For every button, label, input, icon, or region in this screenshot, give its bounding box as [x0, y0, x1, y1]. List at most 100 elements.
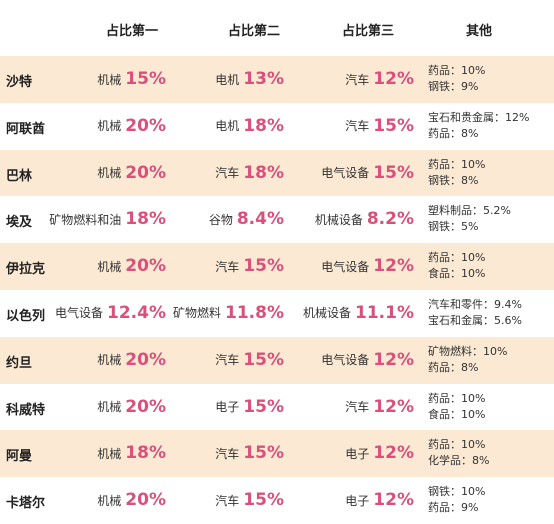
first-percent: 20% — [125, 490, 166, 511]
other-line: 宝石和金属：5.6% — [428, 313, 522, 327]
second-label: 矿物燃料 — [173, 306, 222, 321]
second-cell: 电子 15% — [215, 394, 284, 420]
third-label: 电气设备 — [321, 166, 370, 181]
third-percent: 12% — [373, 443, 414, 464]
third-label: 汽车 — [345, 72, 370, 87]
country-name: 科威特 — [6, 402, 46, 418]
first-label: 电气设备 — [55, 306, 104, 321]
third-cell: 电子 12% — [345, 487, 414, 513]
other-cell: 药品：10% 钢铁：9% — [428, 63, 485, 95]
first-percent: 15% — [125, 69, 166, 89]
second-percent: 15% — [243, 490, 284, 511]
second-cell: 汽车 15% — [215, 253, 284, 279]
table-body: 沙特 机械 15% 电机 13% 汽车 12% 药品：10% 钢铁：9% 阿联酋 机械 20% 电机 18… — [0, 56, 554, 524]
first-cell: 电气设备 12.4% — [55, 300, 166, 326]
other-cell: 塑料制品：5.2% 钢铁：5% — [428, 203, 511, 235]
first-percent: 12.4% — [107, 302, 166, 323]
other-line: 塑料制品：5.2% — [428, 204, 511, 218]
other-line: 药品：10% — [428, 157, 486, 171]
header-other: 其他 — [466, 24, 493, 39]
second-percent: 15% — [243, 396, 284, 417]
table-row: 以色列 电气设备 12.4% 矿物燃料 11.8% 机械设备 11.1% 汽车和零件：9.4%… — [0, 290, 554, 337]
other-line: 药品：10% — [428, 438, 486, 452]
other-line: 药品：9% — [428, 501, 479, 515]
third-percent: 12% — [373, 490, 414, 511]
other-line: 食品：10% — [428, 267, 486, 281]
third-label: 电子 — [345, 493, 370, 508]
country-name: 埃及 — [6, 215, 33, 231]
third-cell: 汽车 12% — [345, 394, 414, 420]
other-line: 矿物燃料：10% — [428, 344, 508, 358]
table-header: 占比第一 占比第二 占比第三 其他 — [0, 0, 554, 56]
third-cell: 汽车 12% — [345, 66, 414, 92]
third-cell: 机械设备 11.1% — [303, 300, 414, 326]
other-line: 钢铁：5% — [428, 220, 479, 234]
third-percent: 15% — [373, 162, 414, 183]
country-name: 阿曼 — [6, 449, 33, 465]
second-cell: 电机 18% — [215, 113, 284, 139]
other-line: 药品：10% — [428, 64, 486, 77]
third-cell: 机械设备 8.2% — [315, 206, 414, 232]
second-label: 汽车 — [215, 493, 240, 508]
other-cell: 药品：10% 钢铁：8% — [428, 157, 485, 189]
first-cell: 机械 20% — [97, 394, 166, 420]
country-name: 巴林 — [6, 168, 33, 184]
table-row: 卡塔尔 机械 20% 汽车 15% 电子 12% 钢铁：10% 药品：9% — [0, 477, 554, 524]
third-label: 机械设备 — [303, 306, 352, 321]
first-percent: 20% — [125, 115, 166, 136]
second-percent: 11.8% — [225, 302, 284, 323]
table-row: 阿曼 机械 18% 汽车 15% 电子 12% 药品：10% 化学品：8% — [0, 430, 554, 478]
other-line: 钢铁：10% — [428, 485, 486, 499]
first-cell: 机械 20% — [97, 113, 166, 139]
second-cell: 矿物燃料 11.8% — [173, 300, 284, 326]
country-name: 以色列 — [6, 308, 46, 324]
third-percent: 15% — [373, 115, 414, 136]
table-row: 科威特 机械 20% 电子 15% 汽车 12% 药品：10% 食品：10% — [0, 384, 554, 431]
other-line: 化学品：8% — [428, 454, 490, 468]
second-percent: 15% — [243, 256, 284, 277]
third-cell: 电子 12% — [345, 440, 414, 466]
table-row: 约旦 机械 20% 汽车 15% 电气设备 12% 矿物燃料：10% 药品：8% — [0, 336, 554, 384]
second-cell: 汽车 18% — [215, 160, 284, 186]
third-percent: 12% — [373, 256, 414, 277]
third-cell: 电气设备 12% — [321, 253, 414, 279]
other-line: 宝石和贵金属：12% — [428, 110, 530, 124]
second-percent: 18% — [243, 162, 284, 183]
second-label: 汽车 — [215, 166, 240, 181]
third-percent: 8.2% — [366, 209, 414, 230]
first-percent: 20% — [125, 349, 166, 370]
table-row: 巴林 机械 20% 汽车 18% 电气设备 15% 药品：10% 钢铁：8% — [0, 149, 554, 197]
second-label: 电机 — [215, 72, 240, 87]
other-line: 钢铁：8% — [428, 173, 479, 187]
first-label: 机械 — [97, 353, 122, 368]
other-cell: 汽车和零件：9.4% 宝石和金属：5.6% — [428, 297, 522, 329]
second-cell: 汽车 15% — [215, 347, 284, 373]
first-cell: 机械 20% — [97, 160, 166, 186]
first-cell: 机械 20% — [97, 347, 166, 373]
first-label: 机械 — [97, 119, 122, 134]
other-line: 食品：10% — [428, 407, 486, 421]
second-percent: 8.4% — [236, 209, 284, 230]
third-label: 汽车 — [345, 119, 370, 134]
first-cell: 机械 20% — [97, 487, 166, 513]
header-second: 占比第二 — [228, 24, 281, 39]
third-cell: 电气设备 12% — [321, 347, 414, 373]
table-row: 埃及 矿物燃料和油 18% 谷物 8.4% 机械设备 8.2% 塑料制品：5.2% 钢铁：5% — [0, 196, 554, 243]
first-label: 机械 — [97, 493, 122, 508]
second-label: 电机 — [215, 119, 240, 134]
other-cell: 钢铁：10% 药品：9% — [428, 484, 485, 516]
first-label: 机械 — [97, 72, 122, 87]
other-line: 钢铁：9% — [428, 80, 479, 93]
other-line: 药品：8% — [428, 360, 479, 374]
first-percent: 18% — [125, 209, 166, 230]
second-label: 汽车 — [215, 259, 240, 274]
third-cell: 电气设备 15% — [321, 160, 414, 186]
second-cell: 汽车 15% — [215, 440, 284, 466]
first-label: 机械 — [97, 166, 122, 181]
second-cell: 电机 13% — [215, 66, 284, 92]
other-line: 药品：10% — [428, 251, 486, 265]
second-percent: 18% — [243, 115, 284, 136]
first-label: 机械 — [97, 446, 122, 461]
second-percent: 13% — [243, 69, 284, 89]
other-line: 汽车和零件：9.4% — [428, 297, 522, 311]
